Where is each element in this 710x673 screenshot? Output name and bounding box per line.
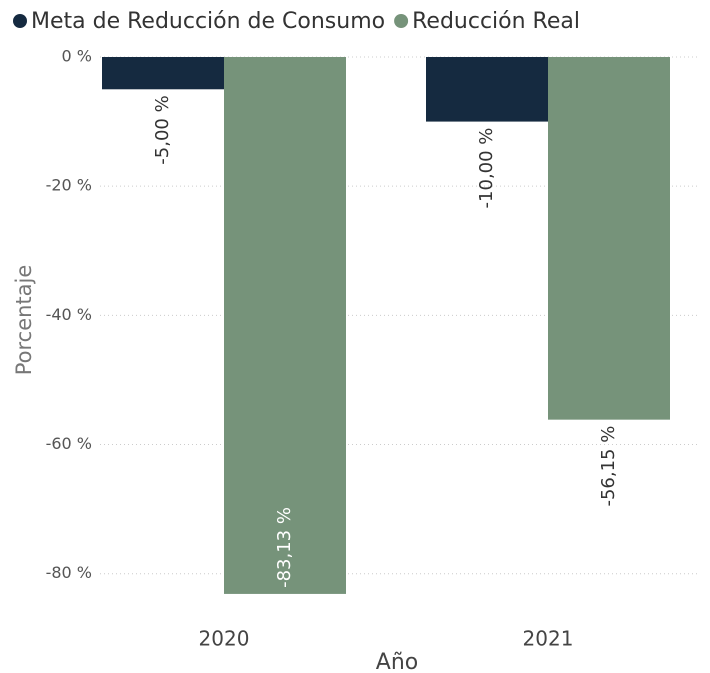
y-tick-label: -80 % bbox=[46, 563, 92, 582]
data-label: -5,00 % bbox=[152, 95, 173, 164]
data-label: -83,13 % bbox=[274, 507, 295, 588]
y-tick-label: 0 % bbox=[62, 47, 92, 66]
y-tick-label: -20 % bbox=[46, 176, 92, 195]
legend-label: Reducción Real bbox=[412, 9, 580, 34]
legend-marker bbox=[13, 14, 27, 28]
bar bbox=[426, 57, 548, 122]
x-tick-label: 2021 bbox=[523, 627, 574, 651]
x-axis-title: Año bbox=[376, 650, 418, 673]
legend-label: Meta de Reducción de Consumo bbox=[31, 9, 385, 34]
data-label: -56,15 % bbox=[598, 426, 619, 507]
bar bbox=[102, 57, 224, 90]
y-tick-label: -60 % bbox=[46, 434, 92, 453]
bar bbox=[224, 57, 346, 594]
y-tick-label: -40 % bbox=[46, 305, 92, 324]
x-tick-label: 2020 bbox=[199, 627, 250, 651]
legend-marker bbox=[394, 14, 409, 28]
y-axis-title: Porcentaje bbox=[12, 265, 36, 376]
bar bbox=[548, 57, 670, 420]
data-label: -10,00 % bbox=[476, 128, 497, 209]
